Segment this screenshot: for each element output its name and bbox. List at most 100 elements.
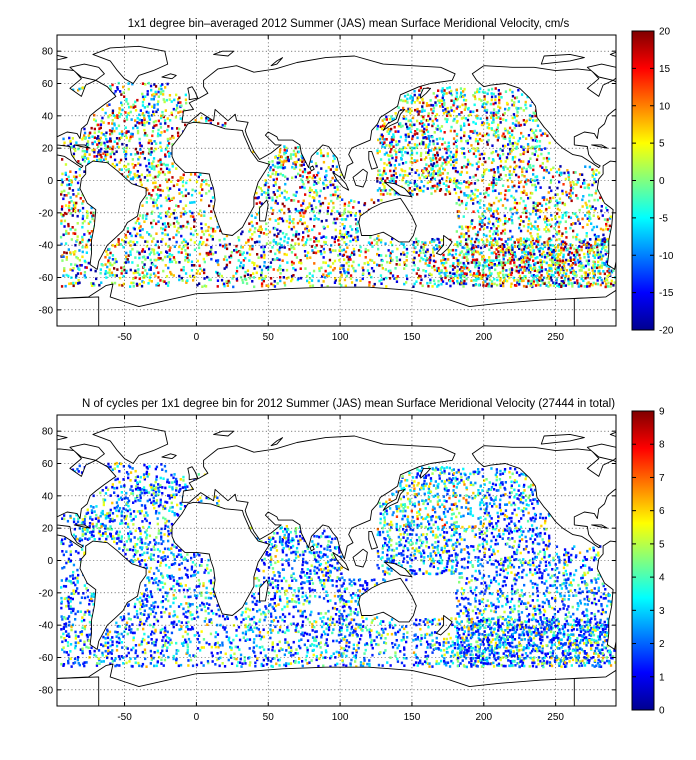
data-cell [540, 252, 544, 256]
data-cell [565, 272, 568, 276]
data-cell [605, 264, 608, 268]
data-cell [157, 95, 160, 98]
data-cell [492, 92, 495, 96]
data-cell [436, 245, 439, 248]
chart-title: 1x1 degree bin–averaged 2012 Summer (JAS… [128, 18, 570, 30]
data-cell [597, 256, 600, 259]
data-cell [447, 258, 450, 261]
data-cell [504, 107, 507, 111]
data-cell [184, 240, 188, 244]
data-cell [402, 176, 405, 179]
data-cell [490, 246, 493, 249]
data-cell [581, 264, 584, 268]
data-cell [304, 242, 307, 246]
data-cell [578, 240, 581, 243]
data-cell [126, 227, 129, 230]
data-cell [498, 175, 501, 179]
data-cell [113, 158, 117, 162]
data-cell [306, 256, 309, 260]
data-cell [166, 210, 170, 213]
data-cell [501, 134, 504, 138]
data-cell [209, 217, 212, 220]
data-cell [291, 220, 294, 223]
data-cell [598, 266, 601, 269]
data-cell [461, 103, 464, 107]
data-cell [367, 263, 370, 266]
data-cell [586, 274, 589, 278]
data-cell [405, 281, 408, 284]
data-cell [599, 238, 602, 242]
data-cell [379, 158, 383, 161]
data-cell [460, 182, 463, 185]
data-cell [485, 284, 488, 288]
data-cell [111, 111, 114, 115]
data-cell [480, 139, 483, 142]
data-cell [552, 284, 556, 287]
data-cell [177, 226, 180, 230]
data-cell [83, 274, 86, 277]
data-cell [403, 115, 406, 118]
data-cell [432, 153, 435, 157]
data-cell [466, 258, 469, 261]
data-cell [362, 268, 365, 272]
data-cell [562, 263, 565, 266]
data-cell [492, 184, 495, 187]
data-cell [61, 172, 64, 176]
data-cell [441, 172, 445, 175]
data-cell [433, 177, 436, 181]
data-cell [175, 204, 178, 207]
data-cell [109, 251, 112, 255]
data-cell [480, 221, 484, 225]
data-cell [180, 247, 184, 251]
data-cell [302, 199, 305, 203]
data-cell [452, 164, 456, 167]
data-cell [599, 255, 602, 259]
data-cell [104, 134, 107, 138]
data-cell [170, 111, 173, 115]
data-cell [595, 189, 598, 193]
australia-land [358, 197, 417, 243]
data-cell [395, 191, 398, 195]
data-cell [332, 221, 335, 225]
data-cell [595, 225, 599, 229]
data-cell [553, 282, 557, 285]
data-cell [467, 194, 470, 197]
data-cell [300, 261, 303, 265]
data-cell [529, 178, 533, 181]
data-cell [103, 141, 106, 145]
data-cell [326, 212, 329, 215]
data-cell [600, 243, 603, 246]
data-cell [201, 179, 204, 182]
data-cell [317, 218, 320, 221]
data-cell [478, 90, 481, 94]
data-cell [477, 160, 480, 164]
data-cell [456, 243, 459, 247]
data-cell [186, 256, 189, 260]
data-cell [272, 238, 276, 242]
data-cell [506, 129, 509, 133]
data-cell [482, 122, 486, 125]
data-cell [519, 237, 522, 240]
data-cell [289, 153, 293, 156]
data-cell [441, 263, 445, 267]
data-cell [93, 113, 96, 117]
data-cell [148, 102, 151, 106]
data-cell [477, 266, 480, 270]
data-cell [530, 268, 533, 271]
data-cell [124, 261, 128, 264]
data-cell [447, 148, 450, 152]
data-cell [107, 259, 110, 262]
data-cell [312, 210, 315, 213]
data-cell [580, 245, 583, 249]
data-cell [598, 276, 602, 279]
data-cell [445, 269, 448, 273]
data-cell [129, 110, 132, 114]
data-cell [423, 158, 426, 161]
data-cell [264, 183, 267, 187]
data-cell [560, 171, 563, 175]
data-cell [380, 198, 383, 202]
data-cell [592, 264, 595, 267]
data-cell [116, 88, 119, 91]
data-cell [585, 232, 588, 235]
data-cell [269, 265, 272, 269]
